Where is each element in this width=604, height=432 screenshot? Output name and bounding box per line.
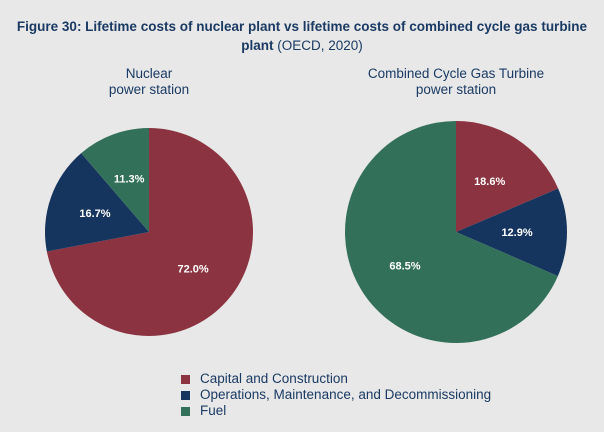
ccgt-chart-title-line-1: Combined Cycle Gas Turbine (367, 66, 545, 81)
legend-swatch-operations (181, 390, 190, 400)
legend-label-operations: Operations, Maintenance, and Decommissio… (200, 387, 492, 402)
nuclear-chart-title: Nuclear power station (49, 66, 249, 98)
legend-swatch-fuel (181, 406, 190, 416)
legend-item-fuel: Fuel (181, 403, 491, 419)
ccgt-chart-title-line-2: power station (415, 82, 497, 97)
nuclear-label-capital: 72.0% (177, 263, 208, 275)
ccgt-pie: 18.6% 12.9% 68.5% (345, 121, 567, 343)
nuclear-pie: 72.0% 16.7% 11.3% (44, 128, 253, 337)
legend-item-capital: Capital and Construction (181, 371, 491, 387)
legend-item-operations: Operations, Maintenance, and Decommissio… (181, 387, 491, 403)
nuclear-chart-title-line-1: Nuclear (125, 66, 173, 81)
legend: Capital and Construction Operations, Mai… (181, 371, 491, 419)
figure-title: Figure 30: Lifetime costs of nuclear pla… (0, 17, 604, 55)
ccgt-slice-capital (456, 121, 559, 232)
nuclear-label-fuel: 11.3% (114, 173, 145, 185)
nuclear-slice-operations (44, 153, 149, 252)
ccgt-label-capital: 18.6% (474, 176, 505, 188)
ccgt-slice-fuel (345, 121, 558, 343)
nuclear-label-operations: 16.7% (79, 208, 110, 220)
nuclear-chart-title-line-2: power station (108, 82, 190, 97)
nuclear-slice-capital (46, 128, 253, 337)
legend-label-fuel: Fuel (200, 403, 227, 418)
nuclear-slice-fuel (81, 128, 149, 232)
legend-swatch-capital (181, 374, 190, 384)
figure-title-source: (OECD, 2020) (277, 38, 363, 53)
ccgt-label-operations: 12.9% (501, 227, 532, 239)
ccgt-chart-title: Combined Cycle Gas Turbine power station (336, 66, 576, 98)
figure-title-main: Figure 30: Lifetime costs of nuclear pla… (16, 19, 588, 53)
legend-label-capital: Capital and Construction (200, 371, 348, 386)
ccgt-label-fuel: 68.5% (389, 261, 420, 273)
ccgt-slice-operations (456, 188, 567, 277)
